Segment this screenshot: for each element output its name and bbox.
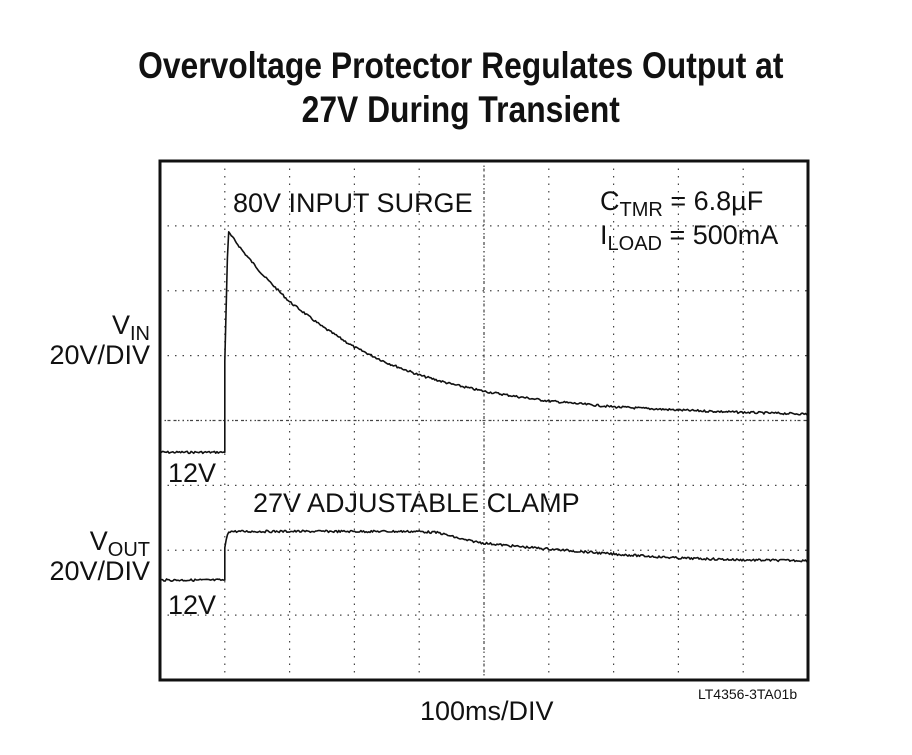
chart-title: Overvoltage Protector Regulates Output a… [69, 44, 853, 132]
ctmr-subscript: TMR [619, 199, 663, 221]
chart-title-line-2: 27V During Transient [301, 89, 620, 130]
vin-channel-label: VIN [111, 310, 150, 344]
vout-trace [159, 529, 809, 582]
vout-baseline-label: 12V [168, 590, 217, 620]
graticule [160, 161, 808, 680]
clamp-annotation: 27V ADJUSTABLE CLAMP [253, 488, 580, 518]
vout-scale-label: 20V/DIV [49, 556, 150, 586]
figure-code: LT4356-3TA01b [698, 686, 798, 702]
ctmr-annotation: CTMR = 6.8µF [600, 186, 764, 220]
vin-baseline-label: 12V [168, 458, 217, 488]
plot-frame [158, 159, 810, 682]
ctmr-symbol: C [600, 186, 620, 216]
traces [159, 231, 809, 582]
vin-symbol: V [111, 310, 130, 340]
iload-annotation: ILOAD = 500mA [600, 220, 779, 254]
ctmr-value: = 6.8µF [662, 186, 764, 216]
vin-trace [159, 231, 809, 455]
surge-annotation: 80V INPUT SURGE [233, 188, 473, 218]
chart-title-line-1: Overvoltage Protector Regulates Output a… [138, 45, 784, 86]
vin-scale-label: 20V/DIV [49, 340, 150, 370]
iload-symbol: I [600, 220, 608, 250]
vout-subscript: OUT [107, 539, 150, 561]
vout-channel-label: VOUT [89, 526, 150, 560]
vin-subscript: IN [130, 323, 150, 345]
vout-symbol: V [89, 526, 108, 556]
x-axis-label: 100ms/DIV [420, 696, 554, 726]
iload-value: = 500mA [661, 220, 779, 250]
iload-subscript: LOAD [607, 233, 662, 255]
